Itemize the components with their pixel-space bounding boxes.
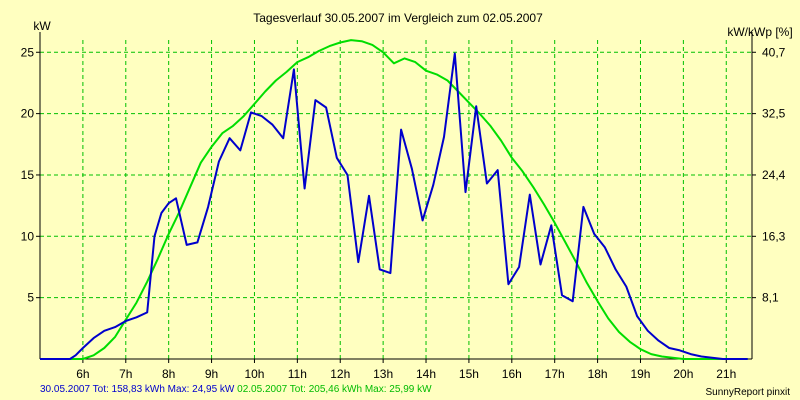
x-tick-label: 10h — [244, 367, 264, 381]
left-axis-label: kW — [33, 19, 51, 33]
x-tick-label: 20h — [673, 367, 693, 381]
y-right-tick-label: 8,1 — [762, 291, 779, 305]
footer-credit: SunnyReport pinxit — [706, 387, 791, 398]
footer-series1-summary: 30.05.2007 Tot: 158,83 kWh Max: 24,95 kW — [40, 384, 235, 395]
y-right-tick-label: 32,5 — [762, 107, 786, 121]
x-tick-label: 16h — [502, 367, 522, 381]
y-right-tick-label: 40,7 — [762, 45, 786, 59]
x-tick-label: 12h — [330, 367, 350, 381]
x-tick-label: 6h — [76, 367, 89, 381]
series-line-02-05-2007 — [40, 39, 748, 360]
plot-area: 6h 7h 8h 9h 10h 11h 12h 13h 14h 15h 16h 17h 18h 19h 20… — [21, 32, 786, 381]
x-tick-label: 9h — [205, 367, 218, 381]
y-left-tick-label: 10 — [21, 229, 35, 243]
x-tick-label: 15h — [459, 367, 479, 381]
y-left-tick-label: 20 — [21, 107, 35, 121]
chart-title: Tagesverlauf 30.05.2007 im Vergleich zum… — [253, 11, 543, 25]
y-left-tick-label: 5 — [27, 291, 34, 305]
x-tick-label: 8h — [162, 367, 175, 381]
x-tick-label: 13h — [373, 367, 393, 381]
footer-series2-summary: 02.05.2007 Tot: 205,46 kWh Max: 25,99 kW — [234, 384, 432, 395]
x-tick-label: 14h — [416, 367, 436, 381]
y-left-tick-label: 25 — [21, 45, 35, 59]
y-left-tick-label: 15 — [21, 168, 35, 182]
y-right-tick-label: 16,3 — [762, 229, 786, 243]
x-tick-label: 19h — [630, 367, 650, 381]
footer-legend: 30.05.2007 Tot: 158,83 kWh Max: 24,95 kW… — [40, 384, 432, 395]
right-axis-label: kW/kWp [%] — [727, 25, 792, 39]
x-tick-label: 7h — [119, 367, 132, 381]
series-line-30-05-2007 — [40, 52, 748, 360]
x-tick-label: 21h — [716, 367, 736, 381]
x-tick-label: 18h — [588, 367, 608, 381]
y-right-tick-label: 24,4 — [762, 168, 786, 182]
x-tick-label: 17h — [545, 367, 565, 381]
x-tick-label: 11h — [288, 367, 307, 381]
